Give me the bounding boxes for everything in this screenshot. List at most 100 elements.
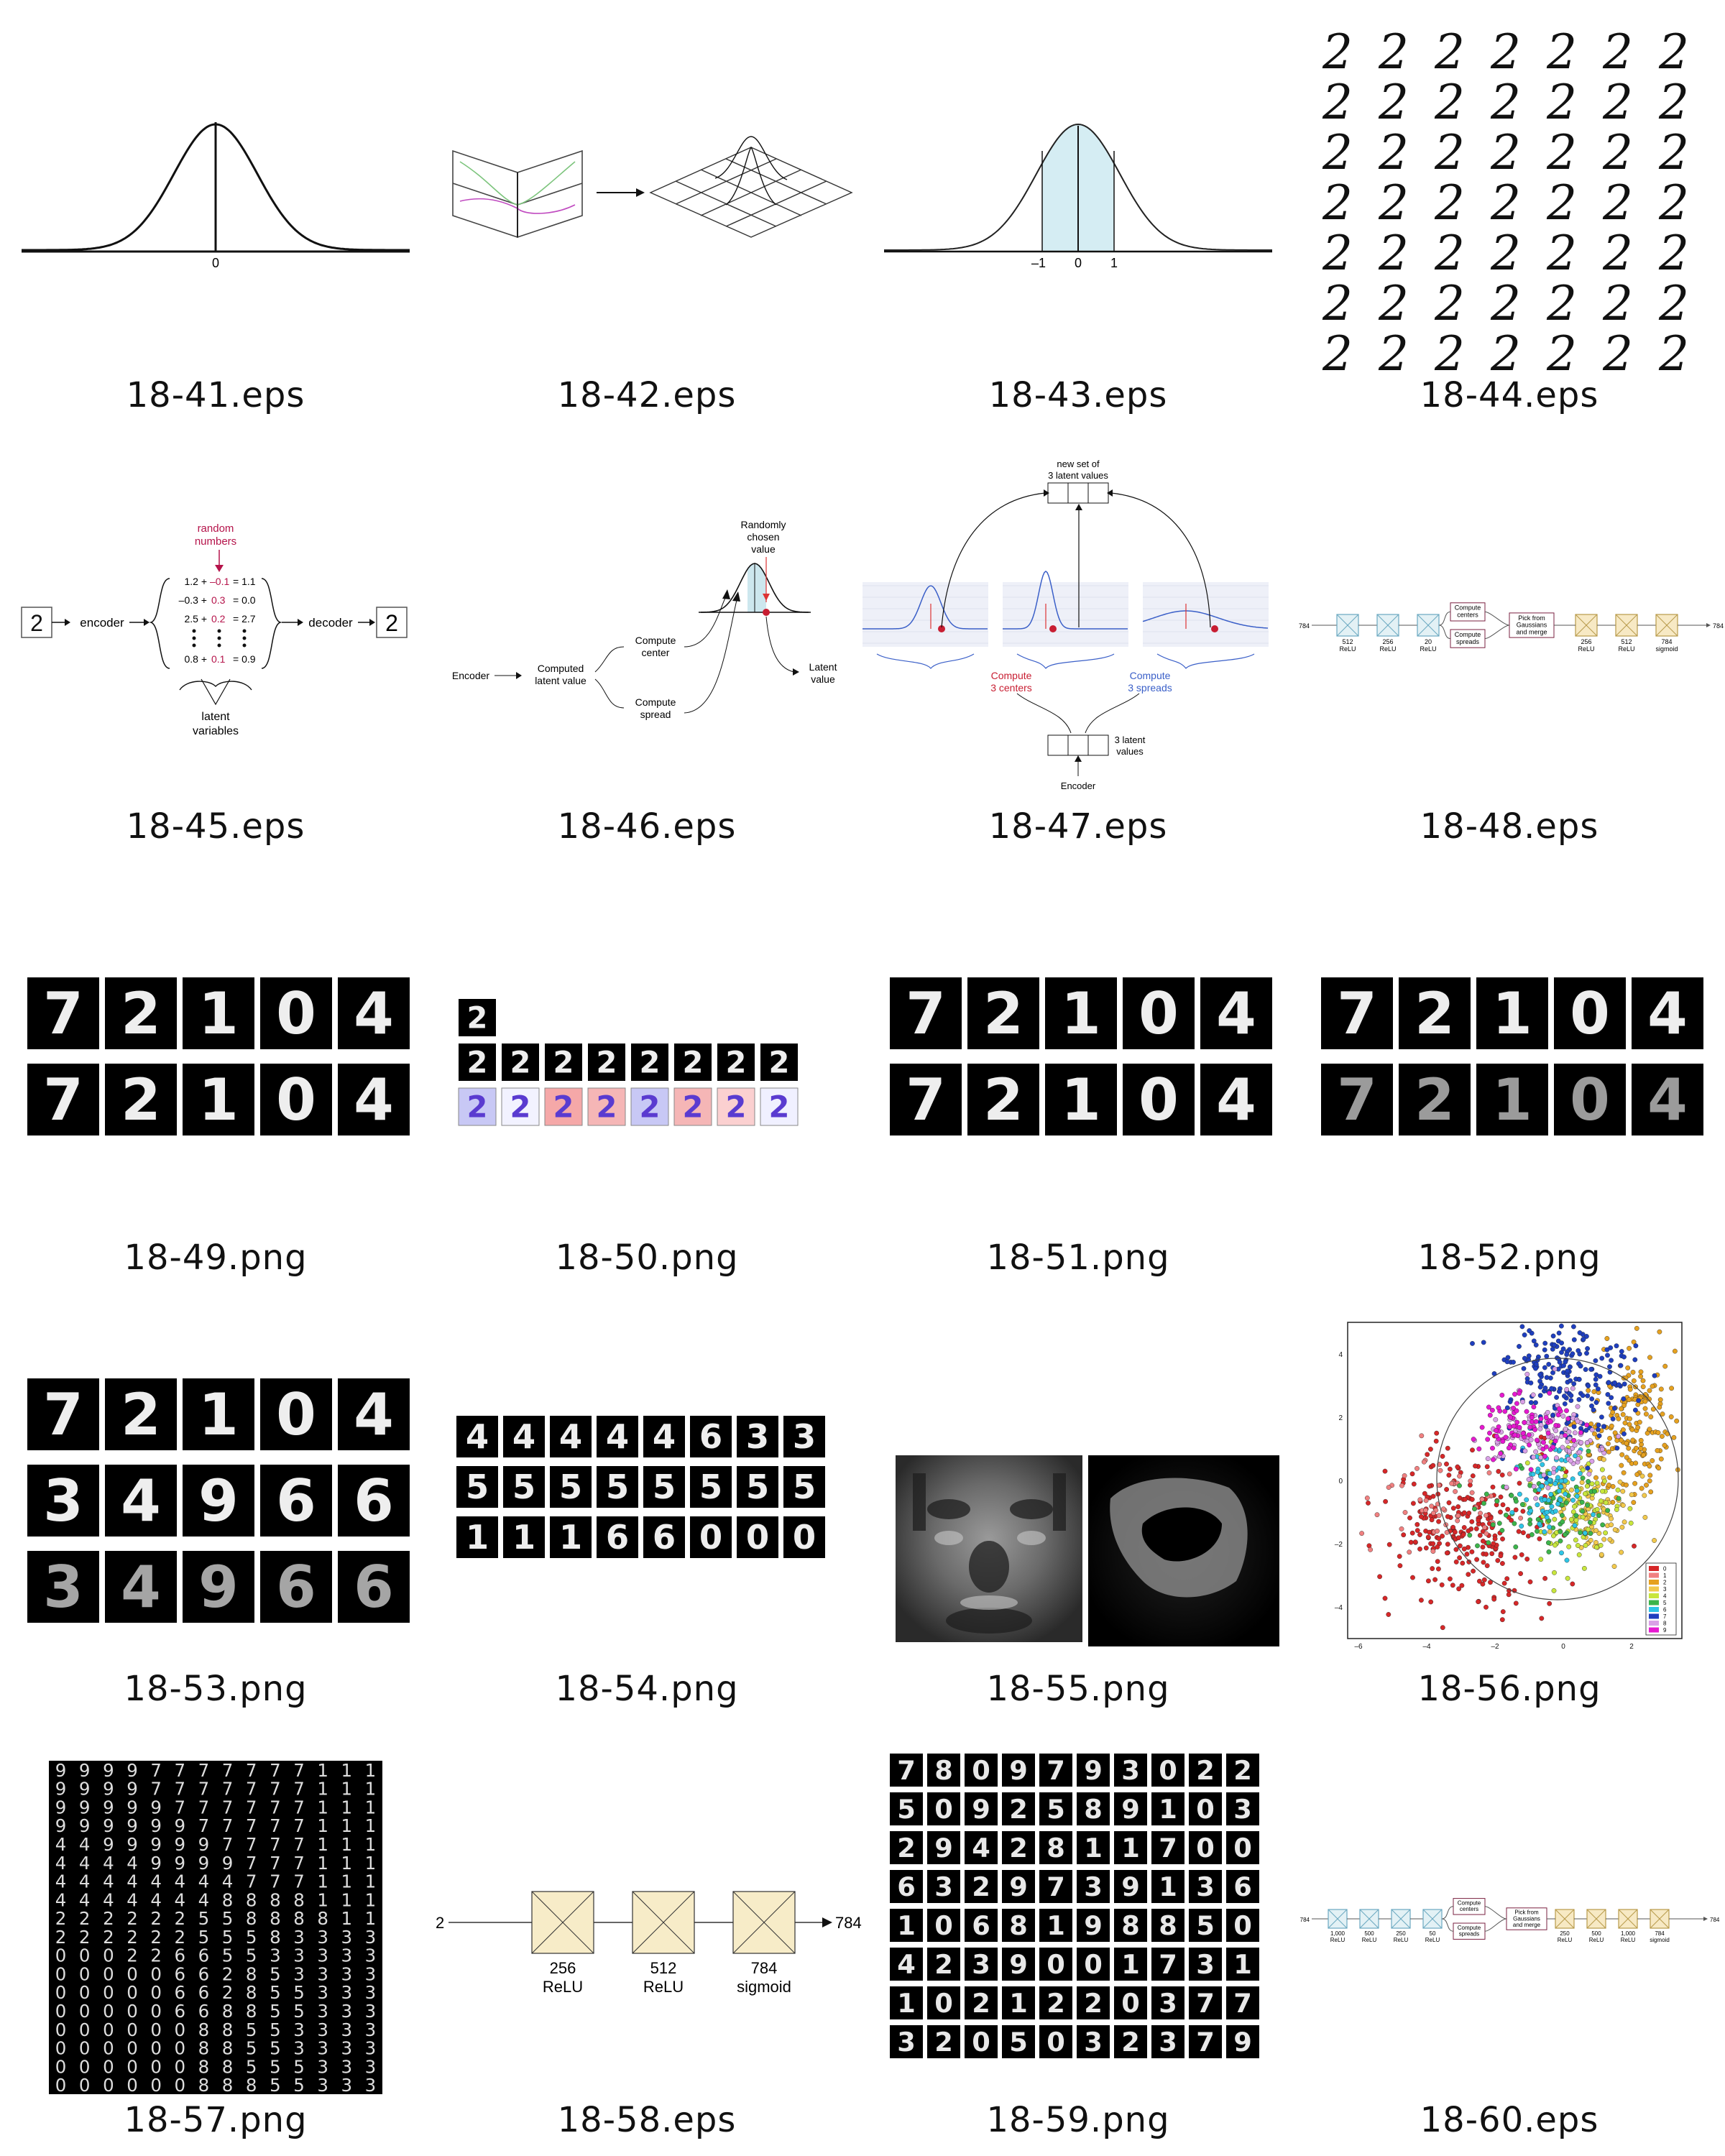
scatter-point [1628,1520,1634,1526]
digit-glyph: 0 [126,2038,138,2059]
digit-glyph: 5 [1046,1794,1065,1825]
scatter-point [1601,1424,1606,1429]
digit-tile [1123,1064,1195,1135]
scatter-point [1533,1342,1539,1348]
thumbnail-18-60[interactable]: 784 1,000 ReLU 500 ReLU 250 ReLU 50 ReLU 250 ReLU 5… [1294,1725,1725,2156]
scatter-point [1485,1456,1491,1462]
thumbnail-18-43[interactable]: –1 0 1 18-43.eps [862,0,1294,431]
legend-swatch [1649,1586,1659,1592]
scatter-point [1519,1524,1524,1529]
digit-glyph: 2 [897,1833,916,1864]
scatter-point [1624,1440,1629,1446]
digit-glyph: 2 [1434,75,1465,130]
digit-tile [545,1044,582,1081]
digit-glyph: 0 [793,1518,816,1557]
scatter-point [1637,1450,1642,1456]
digit-glyph: 0 [1159,1755,1177,1786]
digit-glyph: 7 [150,1760,162,1781]
layer-cross [1417,614,1440,637]
digit-glyph: 8 [1084,1794,1103,1825]
digit-glyph: 4 [79,1871,91,1892]
thumbnail-18-45[interactable]: random numbers 2 encoder 1.2 + –0.1 = 1.… [0,431,431,862]
input-digit: 2 [30,610,43,636]
scatter-point [1537,1372,1542,1378]
digit-tile [1189,1986,1222,2019]
thumbnail-18-46[interactable]: Encoder Computed latent value Compute ce… [431,431,862,862]
digit-glyph: 9 [198,1853,210,1874]
digit-glyph: 4 [174,1871,185,1892]
file-caption: 18-50.png [555,1238,739,1278]
scatter-point [1439,1582,1445,1588]
digit-tile [1200,977,1272,1049]
compute-spreads-1: Compute [1130,670,1171,681]
scatter-point [1507,1399,1513,1404]
digit-tile [1200,1064,1272,1135]
scatter-point [1631,1339,1637,1345]
layer-activation-label: ReLU [1362,1937,1377,1943]
scatter-point [1551,1588,1557,1593]
digit-glyph: 2 [79,1927,91,1948]
thumbnail-18-42[interactable]: 18-42.eps [431,0,862,431]
scatter-point [1619,1524,1625,1530]
scatter-point [1435,1566,1441,1572]
thumbnail-18-48[interactable]: 784 512 ReLU 256 ReLU 20 ReLU 256 ReLU 512 ReLU 784… [1294,431,1725,862]
file-caption: 18-42.eps [557,375,737,415]
digit-glyph: 3 [897,2027,916,2058]
digit-glyph: 4 [55,1834,67,1855]
encoder-label: Encoder [1061,780,1096,791]
scatter-point [1605,1353,1610,1358]
scatter-point [1561,1363,1566,1368]
digit-glyph: 1 [341,1871,352,1892]
scatter-point [1586,1471,1592,1477]
digit-glyph: 2 [640,1045,661,1080]
scatter-point [1620,1503,1626,1508]
digit-glyph: 2 [150,1927,162,1948]
digit-glyph: 1 [198,980,239,1047]
scatter-point [1632,1480,1637,1486]
scatter-point [1553,1422,1559,1428]
thumbnail-18-41[interactable]: 0 18-41.eps [0,0,431,431]
digit-glyph: 2 [126,1927,138,1948]
digit-glyph: 6 [174,1982,185,2003]
digit-glyph: 8 [246,1908,257,1929]
digit-tile [927,1948,960,1981]
scatter-point [1566,1544,1572,1549]
thumbnail-18-58[interactable]: 2 256 ReLU 512 ReLU 784 sigmoid 784 18-58.eps [431,1725,862,2156]
digit-glyph: 0 [55,2038,67,2059]
digit-glyph: 2 [1546,125,1577,180]
digit-glyph: 2 [1378,24,1409,80]
digit-glyph: 7 [1046,1871,1065,1902]
digit-glyph: 3 [1196,1871,1215,1902]
digit-glyph: 5 [293,2075,305,2096]
digit-glyph: 0 [79,1963,91,1984]
digit-glyph: 2 [597,1045,617,1080]
scatter-point [1386,1612,1392,1617]
scatter-point [1526,1353,1532,1359]
digit-glyph: 9 [126,1779,138,1800]
digit-tile [1476,1064,1548,1135]
scatter-point [1633,1445,1639,1451]
digit-glyph: 1 [1159,1794,1177,1825]
digit-tile [1226,2025,1259,2058]
thumbnail-18-55[interactable]: 18-55.png [862,1294,1294,1725]
thumbnail-18-47[interactable]: new set of 3 latent values Compute 3 cen… [862,431,1294,862]
digit-glyph: 0 [55,2001,67,2022]
digit-glyph: 8 [222,2038,234,2059]
digit-glyph: 7 [897,1755,916,1786]
digit-tile [1045,977,1117,1049]
digit-glyph: 2 [1009,1794,1028,1825]
digit-glyph: 0 [1138,980,1179,1047]
scatter-point [1397,1563,1403,1568]
scatter-point [1457,1483,1462,1488]
scatter-point [1519,1552,1524,1557]
